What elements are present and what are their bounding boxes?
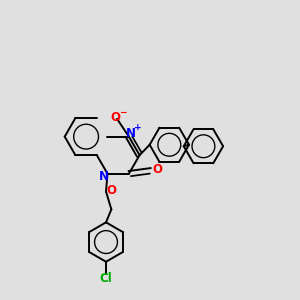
Text: N: N — [99, 169, 109, 183]
Text: Cl: Cl — [100, 272, 112, 286]
Text: O: O — [152, 163, 162, 176]
Text: N: N — [125, 127, 135, 140]
Text: +: + — [134, 123, 142, 132]
Text: −: − — [119, 108, 127, 117]
Text: O: O — [106, 184, 116, 197]
Text: O: O — [110, 111, 121, 124]
